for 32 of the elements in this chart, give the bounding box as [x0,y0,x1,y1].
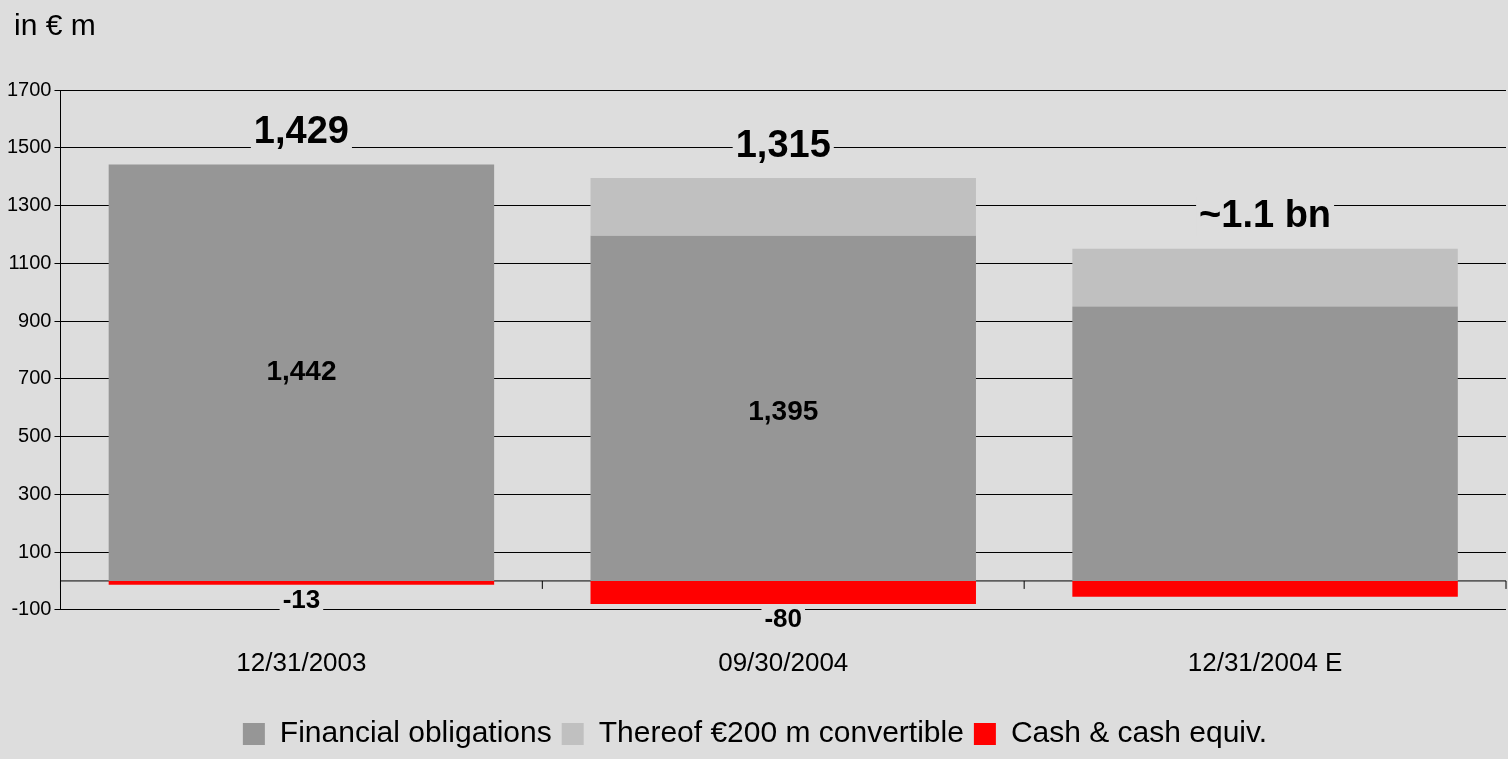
bar [1072,306,1458,581]
x-tick-label: 12/31/2003 [236,646,367,677]
y-tick-label: 900 [18,308,52,331]
data-label: -13 [282,583,321,614]
legend-label: Cash & cash equiv. [1010,715,1268,749]
y-tick-label: 700 [18,366,52,389]
bar [590,580,976,605]
bar [108,580,495,585]
y-axis-title: in € m [14,8,96,42]
total-label: 1,429 [253,108,349,151]
bar [108,164,495,581]
x-tick-label: 12/31/2004 E [1187,646,1343,677]
legend-label: Thereof €200 m convertible [598,715,964,749]
y-tick-label: 1300 [6,193,52,216]
bar [590,178,976,236]
y-tick-label: 1100 [8,250,52,273]
x-tick-label: 09/30/2004 [718,646,849,677]
data-label: -80 [764,603,803,634]
y-tick-label: 1500 [6,135,52,158]
bar [1072,248,1458,307]
y-tick-label: 300 [18,481,52,504]
total-label: 1,315 [735,122,831,165]
y-tick-label: 100 [18,539,52,562]
data-label: 1,442 [266,355,337,387]
y-tick-label: 1700 [6,77,52,100]
y-tick-label: 500 [18,424,52,447]
bar [590,235,976,581]
annotation: 1,395 [748,394,819,426]
y-tick-label: -100 [11,597,52,620]
total-label: ~1.1 bn [1199,193,1332,236]
bar [1072,580,1458,597]
legend-label: Financial obligations [279,715,552,749]
